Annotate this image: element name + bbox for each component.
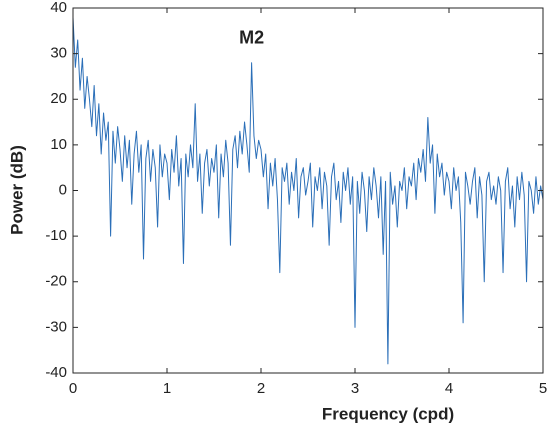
y-tick-label: 0: [59, 181, 67, 198]
x-tick-label: 0: [69, 380, 77, 397]
y-tick-label: 20: [50, 90, 67, 107]
annotation: M2: [239, 28, 264, 48]
y-tick-label: -10: [45, 227, 67, 244]
x-tick-label: 1: [163, 380, 171, 397]
x-tick-label: 2: [257, 380, 265, 397]
x-tick-label: 4: [445, 380, 453, 397]
x-tick-label: 3: [351, 380, 359, 397]
data-line: [72, 17, 544, 365]
y-tick-label: -20: [45, 273, 67, 290]
y-tick-label: 30: [50, 45, 67, 62]
x-axis-label: Frequency (cpd): [322, 404, 454, 423]
plot-frame: [72, 7, 544, 374]
y-tick-label: 40: [50, 0, 67, 16]
x-tick-label: 5: [539, 380, 547, 397]
y-tick-label: -30: [45, 318, 67, 335]
y-tick-label: 10: [50, 136, 67, 153]
y-tick-label: -40: [45, 364, 67, 381]
y-axis-label: Power (dB): [7, 145, 26, 235]
